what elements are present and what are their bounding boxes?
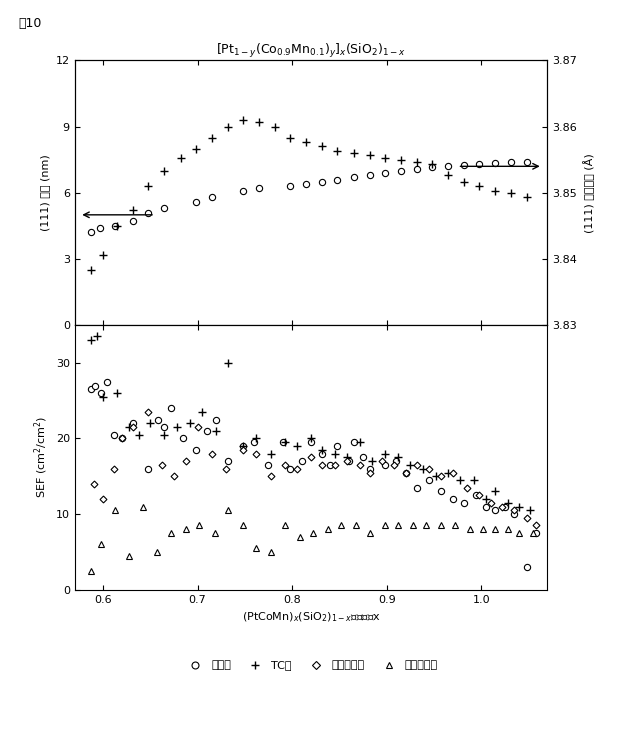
Y-axis label: SEF (cm$^2$/cm$^2$): SEF (cm$^2$/cm$^2$) [32, 417, 50, 498]
Text: 図10: 図10 [19, 17, 42, 29]
Y-axis label: (111) 格子定数 (Å): (111) 格子定数 (Å) [583, 153, 595, 233]
X-axis label: $(\mathrm{PtCoMn})_x(\mathrm{SiO}_2)_{1-x}$におけるx: $(\mathrm{PtCoMn})_x(\mathrm{SiO}_2)_{1-… [241, 610, 381, 624]
Legend: 初期値, TC後, 耐性試験前, 耐性試験後: 初期値, TC後, 耐性試験前, 耐性試験後 [180, 656, 442, 675]
Y-axis label: (111) 粒度 (nm): (111) 粒度 (nm) [40, 154, 50, 231]
Text: $[\mathrm{Pt}_{1-y}(\mathrm{Co}_{0.9}\mathrm{Mn}_{0.1})_y]_x(\mathrm{SiO}_2)_{1-: $[\mathrm{Pt}_{1-y}(\mathrm{Co}_{0.9}\ma… [216, 42, 406, 60]
